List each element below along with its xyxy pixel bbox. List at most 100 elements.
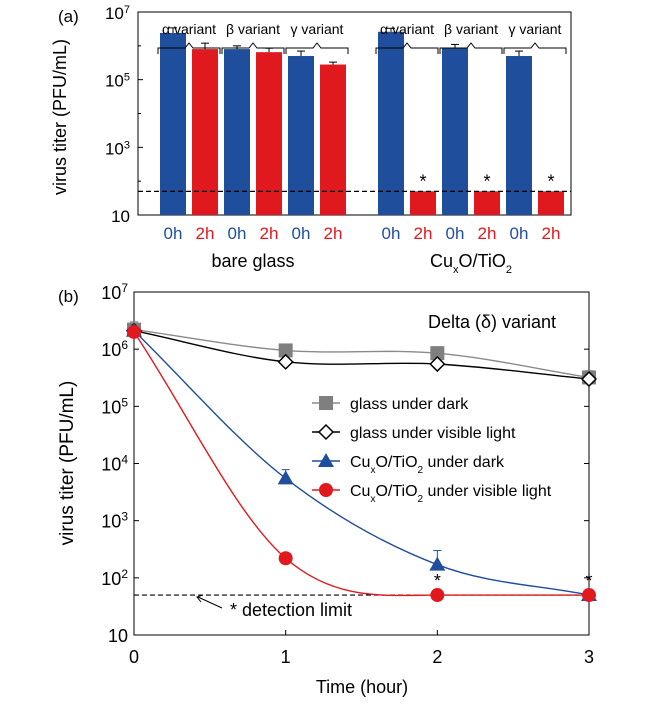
panel-a-variant-brace — [503, 42, 567, 54]
panel-b-significance-marker: * — [434, 571, 441, 591]
panel-a-time-label: 0h — [228, 224, 247, 243]
panel-b-y-tick-label-exponent: 4 — [121, 453, 128, 467]
panel-a-bar — [320, 64, 346, 216]
panel-b-x-tick-label: 0 — [129, 647, 139, 667]
legend-label-2-part-0: Cu — [350, 454, 370, 471]
legend-label-3: CuxO/TiO2 under visible light — [350, 483, 552, 505]
panel-a-bar — [288, 56, 314, 215]
legend-marker-0 — [319, 396, 333, 410]
panel-a-bar — [192, 49, 218, 215]
panel-a-group-label-part-0: Cu — [430, 251, 453, 271]
legend-label-3-part-2: O/TiO — [375, 483, 417, 500]
legend-label-2: CuxO/TiO2 under dark — [350, 454, 505, 476]
panel-b-y-tick-label-exponent: 7 — [121, 281, 128, 295]
detection-limit-annotation: * detection limit — [196, 594, 352, 620]
panel-b-x-ticks: 0 1 2 3 — [129, 630, 594, 667]
panel-a-time-label: 0h — [382, 224, 401, 243]
panel-b-y-tick-label-base: 10 — [101, 569, 121, 589]
panel-a-time-label: 2h — [478, 224, 497, 243]
panel-a-y-tick-label: 105 — [105, 72, 130, 91]
series-point-1 — [277, 353, 294, 370]
panel-a-significance-marker: * — [547, 171, 554, 191]
panel-b-y-tick-label-base: 10 — [101, 397, 121, 417]
panel-a-variant-brace — [439, 42, 503, 54]
panel-a-bars: * * * — [160, 27, 564, 216]
panel-a-variant-braces: α variant β variant γ variant α variant β va… — [157, 21, 567, 54]
series-line-2 — [133, 330, 590, 596]
panel-a-time-label: 2h — [324, 224, 343, 243]
series-point-0 — [430, 346, 445, 361]
panel-a-group-label: bare glass — [211, 251, 294, 271]
panel-a-time-label: 0h — [292, 224, 311, 243]
panel-b-x-tick-label: 2 — [432, 647, 442, 667]
panel-b-x-tick-label: 3 — [584, 647, 594, 667]
legend-label-3-part-0: Cu — [350, 483, 370, 500]
panel-a-time-label: 2h — [414, 224, 433, 243]
panel-b-y-tick-label-base: 10 — [101, 455, 121, 475]
panel-a-time-label: 2h — [260, 224, 279, 243]
detection-limit-arrow-head — [196, 594, 204, 603]
legend-label-3-part-1: x — [370, 494, 375, 505]
panel-b-y-tick-label-exponent: 6 — [121, 338, 128, 352]
panel-a-variant-label: α variant — [162, 21, 216, 37]
series-line-3 — [133, 331, 590, 597]
legend-label-0: glass under dark — [350, 396, 469, 413]
series-line-0 — [133, 328, 590, 379]
panel-b: (b) virus titer (PFU/mL) Delta (δ) varia… — [57, 281, 598, 697]
series-line-1 — [133, 330, 590, 380]
panel-b-y-tick-label-base: 10 — [101, 340, 121, 360]
legend-label-3-part-4: under visible light — [423, 483, 552, 500]
panel-b-y-tick-label-base: 10 — [101, 283, 121, 303]
legend-marker-3 — [319, 483, 333, 497]
legend-marker-2 — [318, 453, 334, 467]
panel-a-label: (a) — [58, 7, 79, 26]
panel-b-y-tick-label: 102 — [101, 567, 128, 589]
legend-marker-1 — [317, 423, 335, 441]
panel-a-group-label-part-2: O/TiO — [459, 251, 506, 271]
panel-a-variant-label: β variant — [226, 21, 280, 37]
panel-b-y-tick-label: 104 — [101, 453, 128, 475]
panel-b-x-tick-label: 1 — [281, 647, 291, 667]
panel-a-bar — [538, 191, 564, 215]
panel-a-variant-label: β variant — [444, 21, 498, 37]
panel-a-bar — [224, 49, 250, 215]
legend-label-2-part-2: O/TiO — [375, 454, 417, 471]
series-point-2 — [429, 556, 446, 571]
series-point-3 — [430, 588, 445, 603]
series-point-0 — [278, 343, 293, 358]
panel-b-y-tick-label: 106 — [101, 338, 128, 360]
panel-a-y-tick-label-base: 10 — [111, 207, 130, 226]
panel-a-bar — [474, 191, 500, 215]
panel-a-variant-brace — [157, 42, 221, 54]
legend-label-2-part-3: 2 — [418, 465, 424, 476]
series-point-3 — [127, 324, 141, 339]
panel-a-variant-brace — [375, 42, 439, 54]
series-point-1 — [429, 355, 446, 373]
series-point-1 — [580, 370, 598, 388]
panel-b-y-tick-label: 107 — [101, 281, 128, 303]
panel-a-time-label: 0h — [446, 224, 465, 243]
panel-b-significance-marker: * — [585, 571, 592, 591]
panel-a-group-label-part-3: 2 — [506, 264, 512, 276]
panel-a-bar — [160, 32, 186, 216]
panel-b-legend: glass under dark glass under visible ligh… — [312, 396, 552, 505]
detection-limit-arrow-shaft — [197, 596, 223, 609]
legend-label-2-part-4: under dark — [423, 454, 505, 471]
panel-a-time-label: 0h — [510, 224, 529, 243]
panel-a-group-label-part-1: x — [453, 264, 459, 276]
panel-b-title: Delta (δ) variant — [428, 312, 556, 332]
panel-b-y-axis-label: virus titer (PFU/mL) — [57, 381, 78, 546]
panel-a-y-tick-label: 103 — [105, 139, 130, 158]
panel-a-bar — [442, 48, 468, 215]
panel-b-series-lines — [133, 328, 590, 597]
panel-a-x-labels: 0h 2h 0h 2h 0h 2h bare glass 0h 2h 0h 2h 0h 2h CuxO/T… — [164, 224, 561, 276]
legend-label-1: glass under visible light — [350, 425, 516, 442]
legend-label-2-part-1: x — [370, 465, 375, 476]
panel-a-bar — [256, 52, 282, 215]
series-point-3 — [278, 551, 293, 566]
panel-a-y-tick-label-exponent: 3 — [124, 139, 130, 151]
panel-a-variant-label: α variant — [380, 21, 434, 37]
